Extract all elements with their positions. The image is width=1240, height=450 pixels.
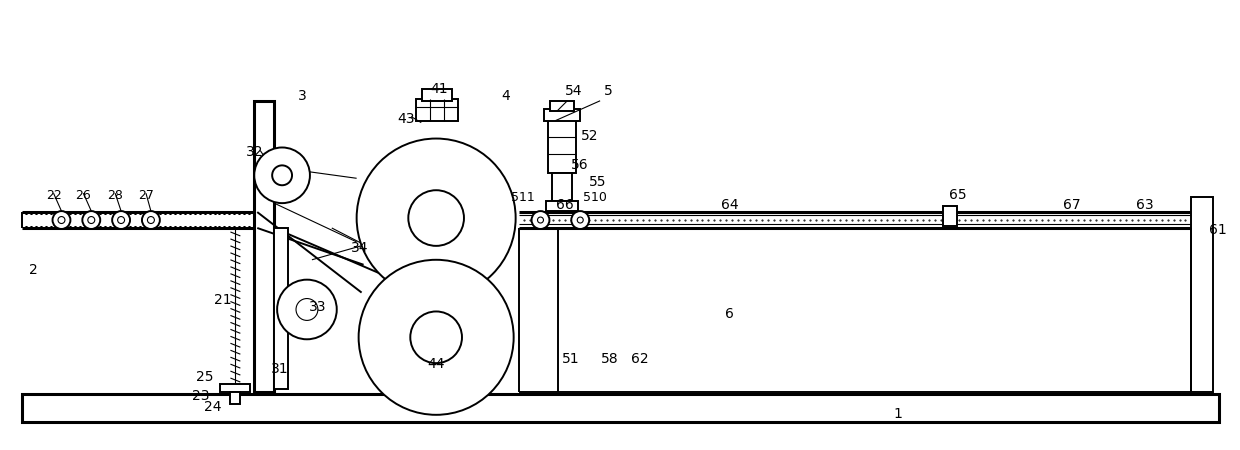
Text: 41: 41 [430,82,448,96]
Bar [551,101,574,111]
Text: 32: 32 [246,145,263,159]
Text: 52: 52 [582,129,599,143]
Text: 43: 43 [398,112,415,126]
Text: 2: 2 [30,263,38,277]
Text: 511: 511 [511,191,534,204]
Text: 61: 61 [1209,223,1228,237]
Text: 21: 21 [213,292,232,306]
Text: 510: 510 [583,191,608,204]
Text: 28: 28 [107,189,123,202]
Circle shape [88,216,94,224]
Circle shape [296,298,317,320]
Text: 6: 6 [725,307,734,321]
Circle shape [148,216,155,224]
Text: 34: 34 [351,241,368,255]
Circle shape [118,216,124,224]
Circle shape [358,260,513,415]
Bar [254,101,274,392]
Bar [22,394,1219,422]
Text: 27: 27 [138,189,154,202]
Circle shape [537,217,543,223]
Text: 55: 55 [589,175,606,189]
Text: 64: 64 [720,198,738,212]
Bar [221,384,250,392]
Circle shape [58,216,64,224]
Text: 4: 4 [501,89,510,103]
Text: 54: 54 [564,84,582,98]
Text: 31: 31 [272,362,289,376]
Bar [552,173,573,201]
Circle shape [572,211,589,229]
Circle shape [410,311,463,363]
Circle shape [532,211,549,229]
Text: 5: 5 [604,84,613,98]
Text: 22: 22 [46,189,62,202]
Circle shape [254,148,310,203]
Circle shape [112,211,130,229]
Text: 44: 44 [428,357,445,371]
Circle shape [357,139,516,297]
Circle shape [82,211,100,229]
Text: 1: 1 [894,407,903,421]
Text: 63: 63 [1136,198,1153,212]
Text: 56: 56 [572,158,589,172]
Circle shape [272,165,293,185]
Text: 26: 26 [76,189,92,202]
Text: 58: 58 [601,352,619,366]
Circle shape [141,211,160,229]
Text: 66: 66 [557,198,574,212]
Text: 51: 51 [562,352,579,366]
Bar [417,99,458,121]
Bar [231,392,241,404]
Text: 23: 23 [192,389,210,403]
Text: 67: 67 [1064,198,1081,212]
Circle shape [52,211,71,229]
Bar [548,119,577,173]
Text: 3: 3 [298,89,306,103]
Text: 65: 65 [949,188,967,202]
Text: 33: 33 [309,301,326,315]
Bar [1192,197,1213,392]
Bar [547,201,578,211]
Circle shape [277,279,337,339]
Circle shape [578,217,583,223]
Bar [942,206,957,226]
Text: 62: 62 [631,352,649,366]
Bar [544,109,580,121]
Circle shape [408,190,464,246]
Bar [423,89,453,101]
Bar [274,228,288,389]
Text: 25: 25 [196,370,213,384]
Text: 24: 24 [203,400,221,414]
